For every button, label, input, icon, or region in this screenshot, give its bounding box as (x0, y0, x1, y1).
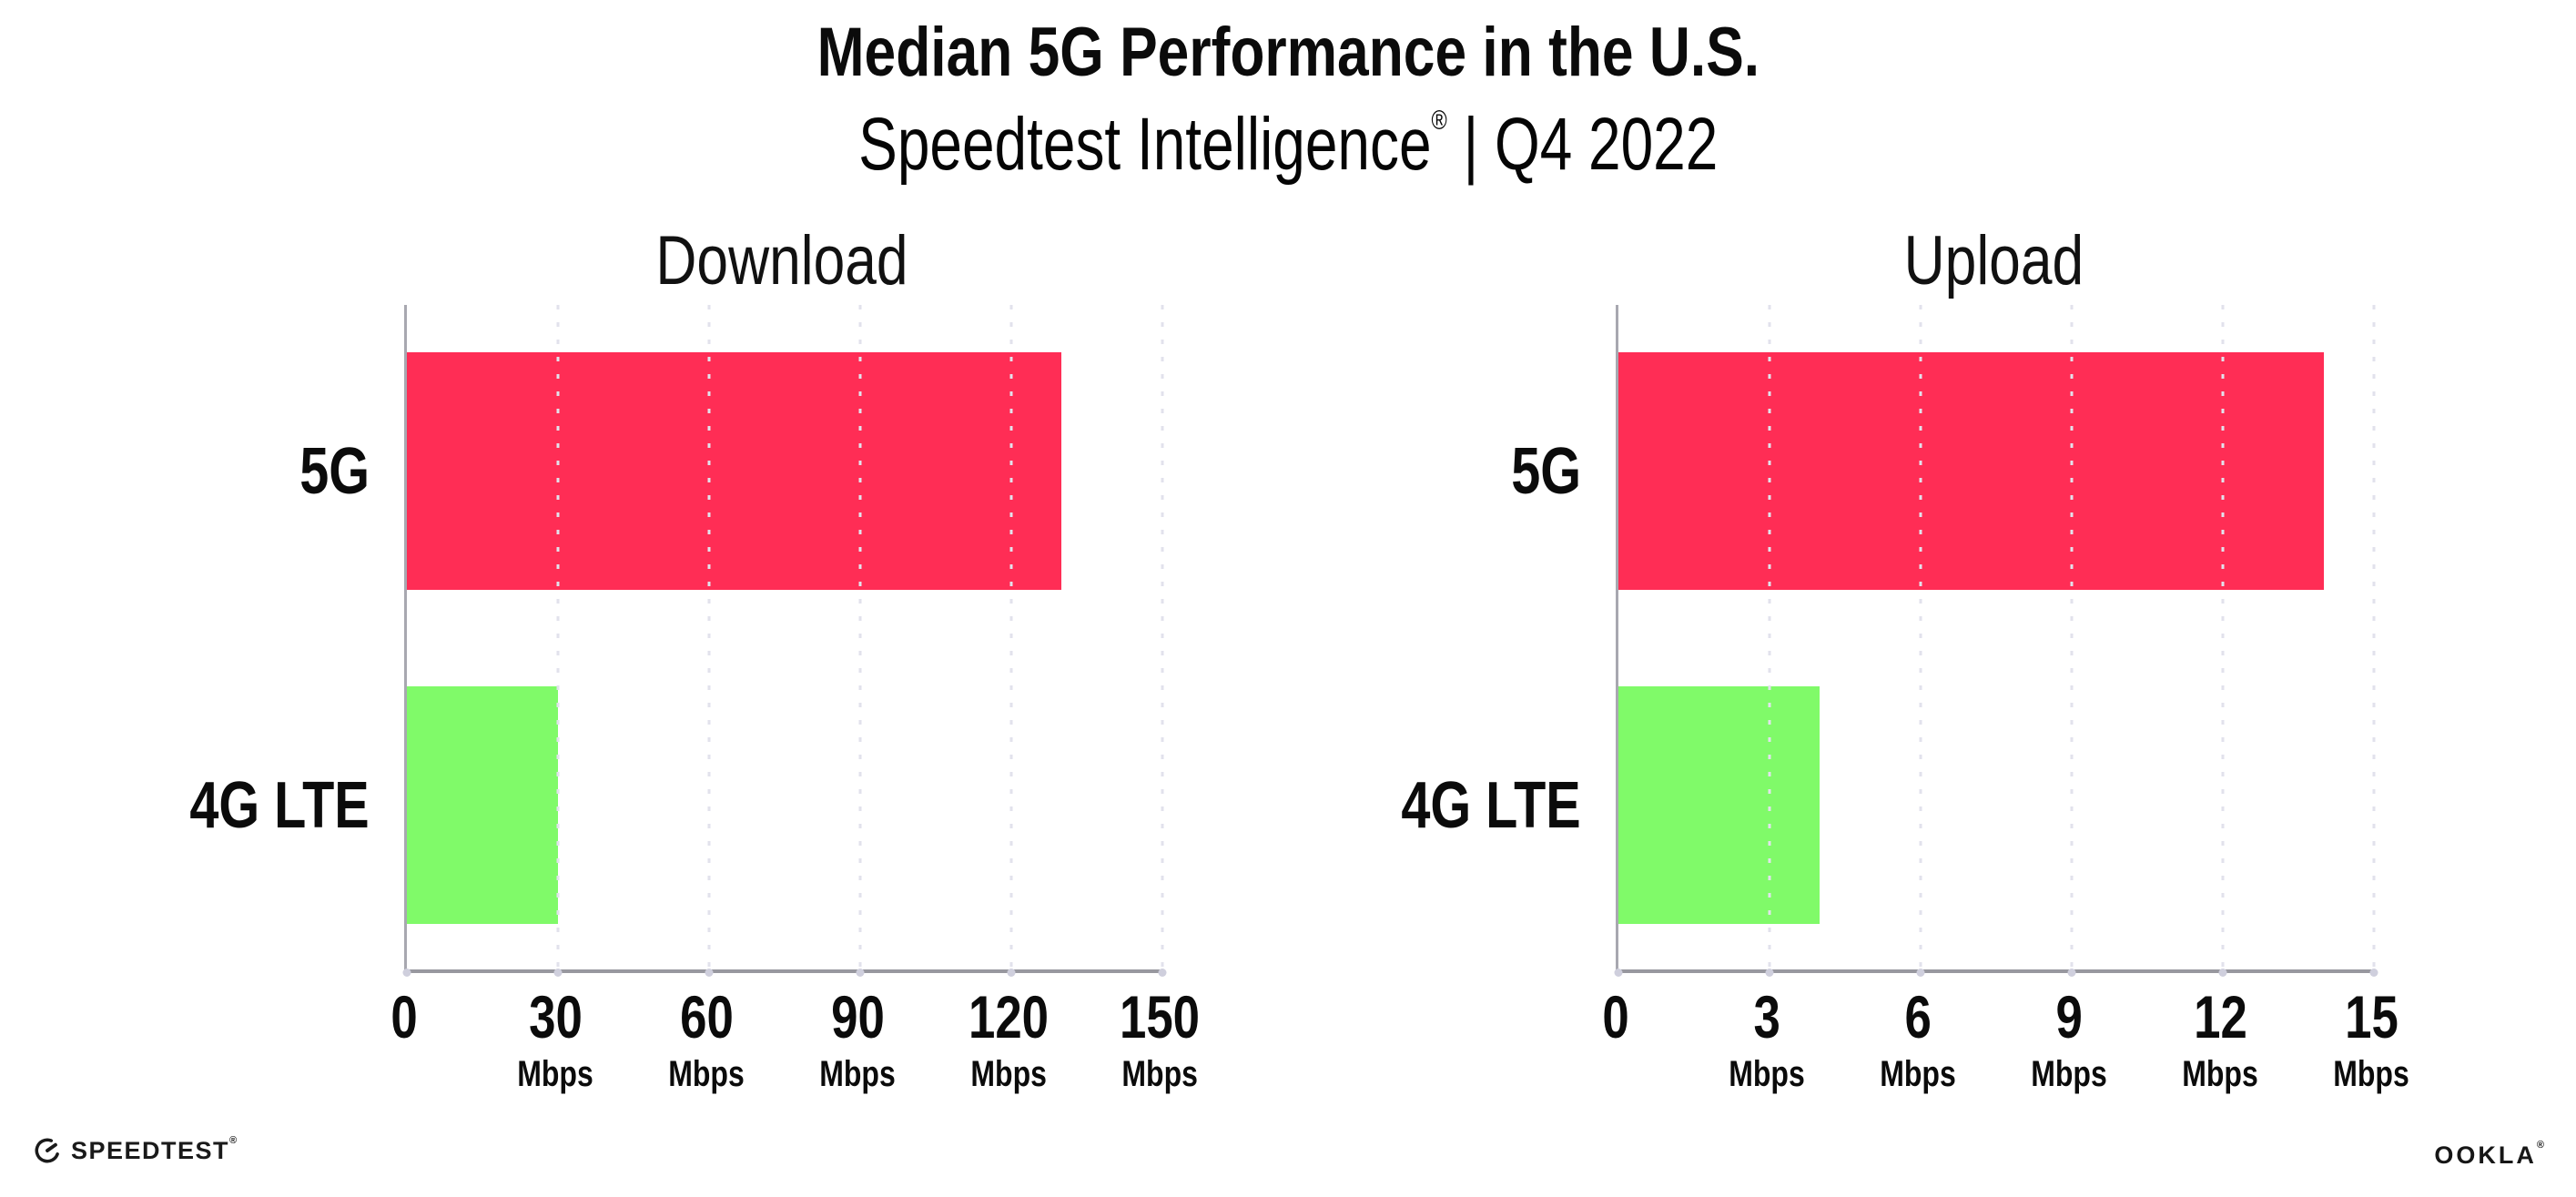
upload-chart-title: Upload (1903, 222, 2084, 299)
bar-5g-upload (1618, 352, 2324, 590)
x-tick-label: 120 Mbps (958, 983, 1059, 1095)
x-tick-unit: Mbps (2182, 1054, 2258, 1095)
x-tick-value: 9 (2055, 983, 2083, 1050)
download-plot-area (402, 305, 1167, 977)
x-tick-unit: Mbps (1880, 1054, 1956, 1095)
x-tick-label: 30 Mbps (508, 983, 603, 1095)
x-tick-unit: Mbps (668, 1054, 745, 1095)
axis-tick-dot (2067, 969, 2076, 977)
axis-tick-dot (2218, 969, 2227, 977)
x-tick-value: 15 (2344, 983, 2399, 1050)
page-subtitle: Speedtest Intelligence® | Q4 2022 (0, 102, 2576, 188)
axis-tick-dot (553, 969, 563, 977)
download-chart-title: Download (655, 222, 908, 299)
axis-tick-dot (402, 969, 411, 977)
x-tick-value: 90 (830, 983, 885, 1050)
x-tick-label: 60 Mbps (659, 983, 754, 1095)
gridline (556, 305, 560, 969)
gridline (1161, 305, 1164, 969)
axis-tick-dot (1916, 969, 1925, 977)
bar-4g-lte-download (407, 686, 558, 924)
x-tick-label: 15 Mbps (2324, 983, 2419, 1095)
page-title: Median 5G Performance in the U.S. (0, 13, 2576, 92)
x-tick-value: 150 (1119, 983, 1201, 1050)
upload-plot-area (1614, 305, 2378, 977)
ookla-logo: OOKLA® (2434, 1140, 2547, 1170)
axis-tick-dot (1158, 969, 1167, 977)
gridline (1009, 305, 1013, 969)
upload-chart: Upload 5G 4G LTE 0 3 Mbps 6 Mbps 9 Mbps 12 Mbps 1… (1233, 214, 2409, 1133)
x-tick-label: 6 Mbps (1871, 983, 1965, 1095)
x-tick-label: 12 Mbps (2173, 983, 2267, 1095)
download-chart: Download 5G 4G LTE 0 30 Mbps 60 Mbps 90 Mbps 12… (22, 214, 1200, 1133)
x-tick-unit: Mbps (1121, 1054, 1198, 1095)
speedtest-trademark: ® (229, 1134, 238, 1146)
bar-4g-lte-upload (1618, 686, 1820, 924)
x-tick-label: 90 Mbps (810, 983, 905, 1095)
gridline (707, 305, 711, 969)
ookla-logo-text: OOKLA (2434, 1141, 2537, 1169)
axis-tick-dot (705, 969, 714, 977)
x-tick-value: 0 (1602, 983, 1629, 1050)
speedtest-logo-text: SPEEDTEST® (71, 1134, 238, 1164)
x-tick-label: 3 Mbps (1719, 983, 1814, 1095)
x-tick-unit: Mbps (819, 1054, 896, 1095)
x-tick-value: 6 (1904, 983, 1932, 1050)
axis-tick-dot (1007, 969, 1016, 977)
x-tick-unit: Mbps (970, 1054, 1047, 1095)
upload-x-axis: 0 3 Mbps 6 Mbps 9 Mbps 12 Mbps 15 Mbps (1602, 983, 2409, 1131)
gridline (1919, 305, 1922, 969)
x-tick-value: 30 (528, 983, 583, 1050)
axis-tick-dot (856, 969, 865, 977)
x-tick-value: 12 (2193, 983, 2247, 1050)
x-tick-label: 150 Mbps (1110, 983, 1210, 1095)
bar-5g-download (407, 352, 1062, 590)
x-tick-unit: Mbps (517, 1054, 593, 1095)
page-subtitle-text: Speedtest Intelligence® | Q4 2022 (858, 102, 1718, 188)
subtitle-quarter: | Q4 2022 (1446, 103, 1719, 186)
download-x-axis: 0 30 Mbps 60 Mbps 90 Mbps 120 Mbps 150 Mbps (390, 983, 1200, 1131)
axis-tick-dot (1614, 969, 1623, 977)
page-title-text: Median 5G Performance in the U.S. (816, 14, 1760, 91)
ookla-registered-mark: ® (2536, 1140, 2547, 1151)
gridline (2070, 305, 2074, 969)
speedtest-logo: SPEEDTEST® (33, 1134, 238, 1165)
category-label-5g: 5G (299, 434, 370, 508)
registered-mark: ® (1431, 106, 1447, 136)
gridline (1768, 305, 1771, 969)
speedtest-gauge-icon (35, 1138, 60, 1163)
x-tick-value: 60 (679, 983, 734, 1050)
category-label-4g-lte: 4G LTE (189, 768, 370, 842)
x-tick-unit: Mbps (2333, 1054, 2409, 1095)
gridline (2221, 305, 2225, 969)
x-tick-unit: Mbps (2031, 1054, 2107, 1095)
axis-tick-dot (2369, 969, 2378, 977)
x-tick-label: 0 (388, 983, 421, 1050)
x-tick-label: 0 (1599, 983, 1633, 1050)
x-tick-label: 9 Mbps (2022, 983, 2116, 1095)
category-label-5g: 5G (1511, 434, 1581, 508)
gridline (858, 305, 862, 969)
subtitle-brand: Speedtest Intelligence (857, 103, 1432, 186)
x-tick-value: 120 (968, 983, 1050, 1050)
axis-tick-dot (1765, 969, 1774, 977)
x-tick-unit: Mbps (1729, 1054, 1805, 1095)
x-tick-value: 3 (1753, 983, 1780, 1050)
gridline (2372, 305, 2376, 969)
category-label-4g-lte: 4G LTE (1401, 768, 1581, 842)
x-tick-value: 0 (390, 983, 418, 1050)
